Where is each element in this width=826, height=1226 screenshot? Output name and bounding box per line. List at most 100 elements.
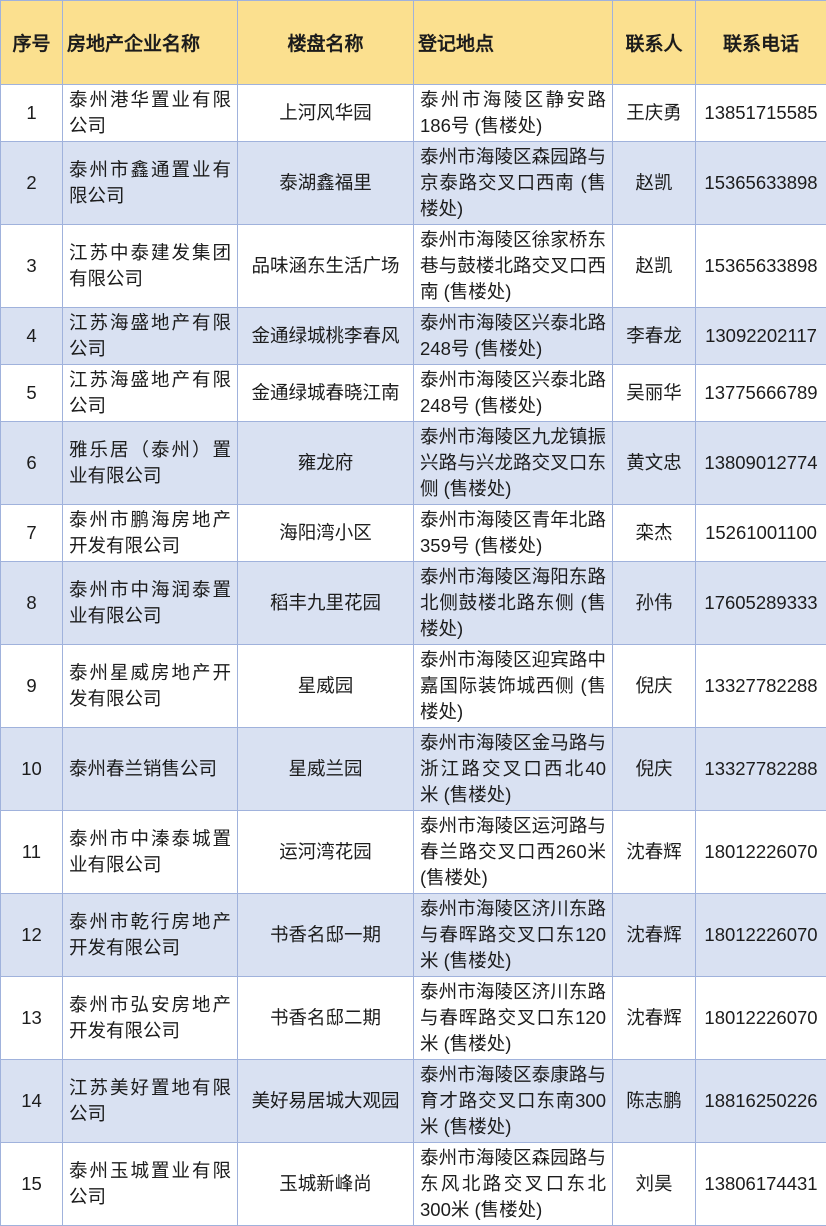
cell-address: 泰州市海陵区海阳东路北侧鼓楼北路东侧 (售楼处) (414, 562, 613, 645)
cell-company: 泰州春兰销售公司 (63, 728, 238, 811)
cell-contact: 沈春辉 (613, 811, 696, 894)
cell-contact: 倪庆 (613, 728, 696, 811)
cell-company: 泰州玉城置业有限公司 (63, 1143, 238, 1226)
cell-company: 泰州市中海润泰置业有限公司 (63, 562, 238, 645)
cell-phone: 18012226070 (696, 811, 826, 894)
cell-property: 运河湾花园 (238, 811, 414, 894)
cell-index: 11 (1, 811, 63, 894)
cell-phone: 13851715585 (696, 85, 826, 142)
cell-property: 金通绿城桃李春风 (238, 308, 414, 365)
cell-company: 江苏美好置地有限公司 (63, 1060, 238, 1143)
cell-company: 江苏中泰建发集团有限公司 (63, 225, 238, 308)
cell-index: 10 (1, 728, 63, 811)
cell-phone: 13327782288 (696, 645, 826, 728)
cell-phone: 13327782288 (696, 728, 826, 811)
cell-index: 14 (1, 1060, 63, 1143)
header-phone: 联系电话 (696, 1, 826, 85)
cell-property: 美好易居城大观园 (238, 1060, 414, 1143)
cell-phone: 13775666789 (696, 365, 826, 422)
header-company: 房地产企业名称 (63, 1, 238, 85)
cell-phone: 15365633898 (696, 142, 826, 225)
cell-company: 泰州港华置业有限公司 (63, 85, 238, 142)
cell-company: 泰州市鹏海房地产开发有限公司 (63, 505, 238, 562)
cell-company: 泰州市弘安房地产开发有限公司 (63, 977, 238, 1060)
cell-property: 金通绿城春晓江南 (238, 365, 414, 422)
cell-property: 上河风华园 (238, 85, 414, 142)
cell-address: 泰州市海陵区迎宾路中嘉国际装饰城西侧 (售楼处) (414, 645, 613, 728)
cell-contact: 沈春辉 (613, 894, 696, 977)
cell-property: 星威园 (238, 645, 414, 728)
cell-address: 泰州市海陵区金马路与浙江路交叉口西北40米 (售楼处) (414, 728, 613, 811)
cell-index: 9 (1, 645, 63, 728)
cell-address: 泰州市海陵区青年北路359号 (售楼处) (414, 505, 613, 562)
cell-contact: 陈志鹏 (613, 1060, 696, 1143)
cell-property: 海阳湾小区 (238, 505, 414, 562)
cell-phone: 18012226070 (696, 977, 826, 1060)
cell-company: 泰州市中溱泰城置业有限公司 (63, 811, 238, 894)
cell-contact: 吴丽华 (613, 365, 696, 422)
cell-company: 泰州市乾行房地产开发有限公司 (63, 894, 238, 977)
header-property: 楼盘名称 (238, 1, 414, 85)
cell-phone: 13092202117 (696, 308, 826, 365)
cell-index: 2 (1, 142, 63, 225)
cell-phone: 17605289333 (696, 562, 826, 645)
cell-property: 品味涵东生活广场 (238, 225, 414, 308)
cell-contact: 赵凯 (613, 225, 696, 308)
cell-address: 泰州市海陵区森园路与东风北路交叉口东北300米 (售楼处) (414, 1143, 613, 1226)
cell-address: 泰州市海陵区运河路与春兰路交叉口西260米 (售楼处) (414, 811, 613, 894)
cell-property: 书香名邸二期 (238, 977, 414, 1060)
cell-address: 泰州市海陵区静安路186号 (售楼处) (414, 85, 613, 142)
cell-property: 星威兰园 (238, 728, 414, 811)
cell-index: 15 (1, 1143, 63, 1226)
cell-index: 12 (1, 894, 63, 977)
cell-phone: 13806174431 (696, 1143, 826, 1226)
cell-company: 泰州星威房地产开发有限公司 (63, 645, 238, 728)
cell-index: 7 (1, 505, 63, 562)
cell-address: 泰州市海陵区徐家桥东巷与鼓楼北路交叉口西南 (售楼处) (414, 225, 613, 308)
cell-phone: 13809012774 (696, 422, 826, 505)
cell-property: 玉城新峰尚 (238, 1143, 414, 1226)
cell-address: 泰州市海陵区济川东路与春晖路交叉口东120米 (售楼处) (414, 977, 613, 1060)
cell-property: 雍龙府 (238, 422, 414, 505)
cell-address: 泰州市海陵区兴泰北路248号 (售楼处) (414, 365, 613, 422)
cell-index: 6 (1, 422, 63, 505)
cell-contact: 栾杰 (613, 505, 696, 562)
cell-address: 泰州市海陵区泰康路与育才路交叉口东南300米 (售楼处) (414, 1060, 613, 1143)
cell-company: 江苏海盛地产有限公司 (63, 365, 238, 422)
header-index: 序号 (1, 1, 63, 85)
cell-company: 江苏海盛地产有限公司 (63, 308, 238, 365)
cell-index: 3 (1, 225, 63, 308)
cell-property: 泰湖鑫福里 (238, 142, 414, 225)
cell-address: 泰州市海陵区九龙镇振兴路与兴龙路交叉口东侧 (售楼处) (414, 422, 613, 505)
cell-property: 稻丰九里花园 (238, 562, 414, 645)
header-address: 登记地点 (414, 1, 613, 85)
cell-index: 8 (1, 562, 63, 645)
cell-contact: 倪庆 (613, 645, 696, 728)
cell-address: 泰州市海陵区兴泰北路248号 (售楼处) (414, 308, 613, 365)
cell-contact: 刘昊 (613, 1143, 696, 1226)
cell-phone: 15365633898 (696, 225, 826, 308)
cell-phone: 18816250226 (696, 1060, 826, 1143)
cell-contact: 孙伟 (613, 562, 696, 645)
cell-contact: 李春龙 (613, 308, 696, 365)
cell-contact: 赵凯 (613, 142, 696, 225)
cell-address: 泰州市海陵区森园路与京泰路交叉口西南 (售楼处) (414, 142, 613, 225)
cell-contact: 沈春辉 (613, 977, 696, 1060)
cell-contact: 王庆勇 (613, 85, 696, 142)
cell-company: 雅乐居（泰州）置业有限公司 (63, 422, 238, 505)
cell-phone: 18012226070 (696, 894, 826, 977)
header-row: 序号 房地产企业名称 楼盘名称 登记地点 联系人 联系电话 (1, 1, 826, 85)
